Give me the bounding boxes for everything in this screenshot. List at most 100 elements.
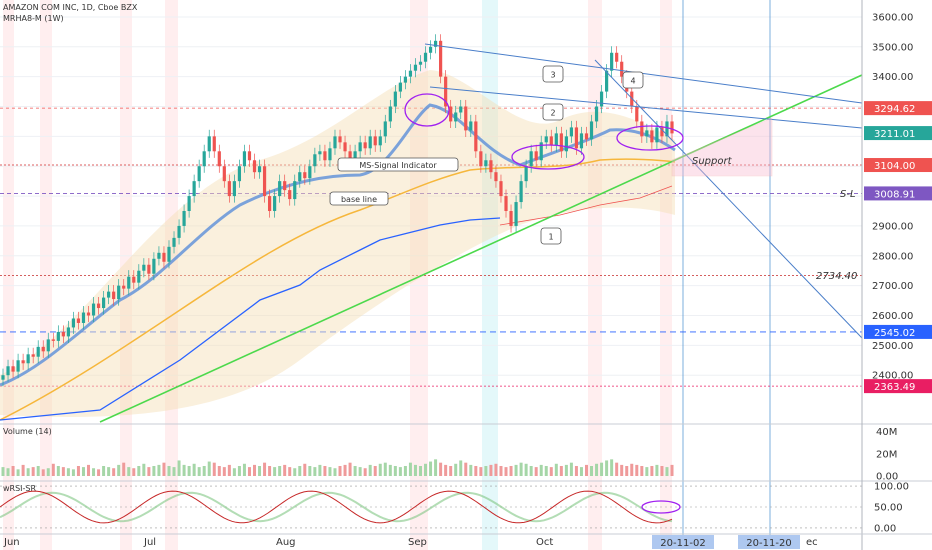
volume-bar-130 <box>655 464 659 476</box>
volume-bar-57 <box>288 467 292 476</box>
volume-bar-117 <box>590 466 594 476</box>
wave-3-box <box>542 65 564 83</box>
price-tag-bg-1 <box>864 126 932 141</box>
volume-bar-39 <box>197 467 201 476</box>
date-tag-1: 20-11-20 <box>746 538 791 549</box>
green-support-trendline <box>99 74 863 423</box>
candle-body-88 <box>444 76 448 107</box>
volume-bar-114 <box>574 466 578 476</box>
candle-body-116 <box>584 133 589 140</box>
candle-body-94 <box>474 121 478 152</box>
candle-body-67 <box>338 136 342 143</box>
time-axis: Jun Jul Aug Sep Oct ec 20-11-02 20-11-20 <box>0 533 932 549</box>
volume-bar-116 <box>584 464 588 476</box>
candle-body-86 <box>433 40 438 47</box>
volume-bar-56 <box>283 464 287 476</box>
volume-bar-64 <box>323 466 327 476</box>
wrsi-tick-2: 0.00 <box>874 523 896 534</box>
candle-body-64 <box>323 151 327 161</box>
x-tick-1: Jul <box>143 537 156 548</box>
wrsi-circle-annotation <box>641 500 681 514</box>
candle-body-11 <box>56 331 60 341</box>
volume-bar-31 <box>157 464 161 476</box>
wrsi-pane-label: wRSI-SR <box>3 484 37 493</box>
candle-body-8 <box>41 346 45 352</box>
upper-resistance-line <box>424 43 863 104</box>
candle-body-131 <box>660 127 664 137</box>
candle-body-3 <box>16 360 20 372</box>
level-label-0: S-L <box>840 189 856 200</box>
price-tag-bg-5 <box>864 379 932 394</box>
wave-3-label: 3 <box>550 71 555 80</box>
y-tick-1: 3500.00 <box>872 42 913 53</box>
x-tick-5: ec <box>806 537 818 548</box>
volume-bar-58 <box>293 468 297 476</box>
y-tick-12: 2400.00 <box>872 371 913 382</box>
volume-bar-23 <box>117 464 121 476</box>
candle-body-100 <box>504 196 508 212</box>
volume-bar-51 <box>258 466 262 476</box>
candle-body-104 <box>524 166 528 182</box>
volume-bar-129 <box>650 466 654 476</box>
volume-bar-21 <box>107 467 111 476</box>
circle-annotation-2 <box>511 144 585 170</box>
band-5 <box>482 0 498 550</box>
candle-body-108 <box>544 136 548 143</box>
volume-bar-131 <box>660 466 664 476</box>
circle-annotation-3 <box>616 125 684 151</box>
support-label: Support <box>692 156 733 167</box>
volume-bar-112 <box>564 464 568 476</box>
candle-body-35 <box>177 225 181 238</box>
wrsi-signal-line <box>0 491 673 523</box>
volume-bar-90 <box>454 463 458 476</box>
symbol-title[interactable]: AMAZON COM INC, 1D, Cboe BZX <box>3 3 138 12</box>
volume-bar-121 <box>610 459 614 476</box>
volume-bar-91 <box>459 460 463 476</box>
volume-bar-32 <box>162 462 166 476</box>
band-3 <box>165 0 178 550</box>
volume-bar-60 <box>303 463 307 476</box>
candle-body-126 <box>635 106 639 122</box>
candle-body-107 <box>539 142 543 161</box>
volume-bar-83 <box>418 466 422 476</box>
candle-body-55 <box>278 181 282 197</box>
volume-bar-69 <box>348 462 352 476</box>
volume-bar-46 <box>232 468 236 476</box>
volume-bar-113 <box>569 462 573 476</box>
candle-body-95 <box>479 151 483 167</box>
volume-bar-16 <box>81 467 85 476</box>
candle-body-50 <box>252 160 257 173</box>
indicator-title[interactable]: MRHA8-M (1W) <box>3 14 64 23</box>
candle-body-60 <box>303 172 307 179</box>
candle-body-119 <box>599 91 604 107</box>
candle-body-98 <box>494 172 498 182</box>
falling-line <box>594 59 863 339</box>
volume-bar-120 <box>605 460 609 476</box>
candle-body-87 <box>439 40 443 77</box>
candle-body-32 <box>162 252 166 262</box>
candle-body-73 <box>368 136 372 149</box>
candle-body-72 <box>363 142 367 149</box>
price-tag-bg-4 <box>864 324 932 339</box>
volume-bar-124 <box>625 466 629 476</box>
volume-bar-95 <box>479 467 483 476</box>
volume-bar-125 <box>630 463 634 476</box>
wrsi-tick-0: 100.00 <box>874 482 909 493</box>
candle-body-24 <box>122 285 126 289</box>
volume-bar-45 <box>227 464 231 476</box>
volume-bar-127 <box>640 466 644 476</box>
price-axis: 3600.003500.003400.003300.003200.003100.… <box>861 0 932 550</box>
candle-body-6 <box>31 354 35 357</box>
candle-body-65 <box>328 148 332 161</box>
horizontal-levels <box>0 107 862 387</box>
ms-signal-label: MS-Signal Indicator <box>359 161 437 170</box>
volume-bar-94 <box>474 466 478 476</box>
candle-body-14 <box>71 318 76 328</box>
candle-body-70 <box>353 151 357 161</box>
volume-bar-103 <box>519 462 523 476</box>
volume-tick-2: 0.00 <box>876 472 898 483</box>
candle-body-31 <box>157 252 161 259</box>
candle-body-30 <box>152 258 156 274</box>
volume-bar-44 <box>222 467 226 476</box>
candle-body-106 <box>534 151 538 161</box>
